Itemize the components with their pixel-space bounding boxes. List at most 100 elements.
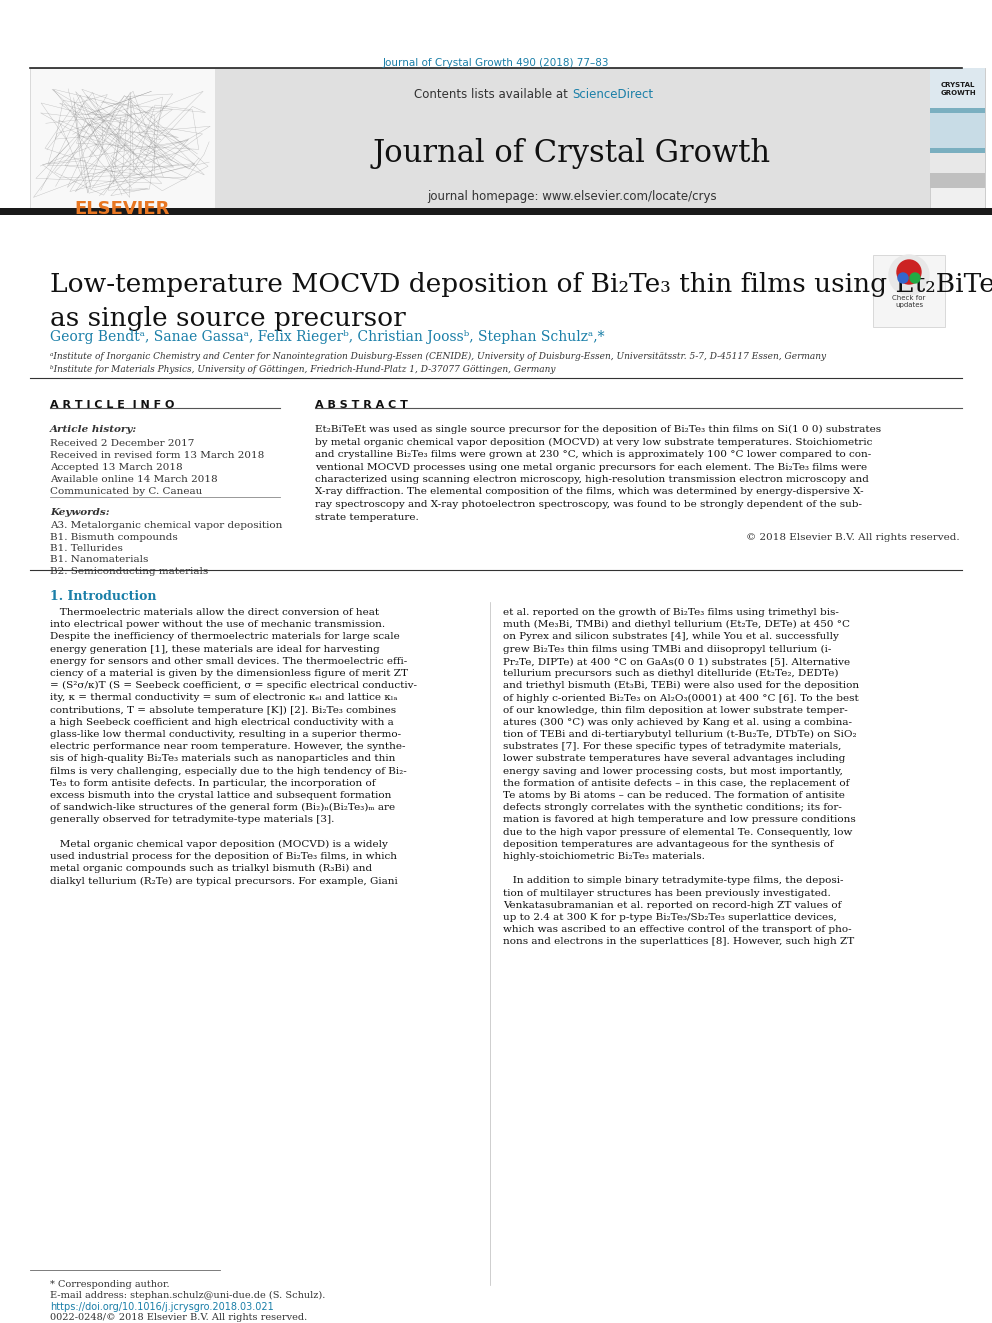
Bar	[930, 67, 985, 208]
Circle shape	[910, 273, 920, 283]
Text: B2. Semiconducting materials: B2. Semiconducting materials	[50, 568, 208, 576]
Text: nons and electrons in the superlattices [8]. However, such high ZT: nons and electrons in the superlattices …	[503, 938, 854, 946]
Text: ciency of a material is given by the dimensionless figure of merit ZT: ciency of a material is given by the dim…	[50, 669, 408, 677]
Text: Communicated by C. Caneau: Communicated by C. Caneau	[50, 487, 202, 496]
Text: energy for sensors and other small devices. The thermoelectric effi-: energy for sensors and other small devic…	[50, 656, 408, 665]
Text: Article history:: Article history:	[50, 425, 137, 434]
Text: electric performance near room temperature. However, the synthe-: electric performance near room temperatu…	[50, 742, 406, 751]
Text: Thermoelectric materials allow the direct conversion of heat: Thermoelectric materials allow the direc…	[50, 609, 379, 617]
Circle shape	[889, 255, 929, 295]
Text: tion of TEBi and di-tertiarybutyl tellurium (t-Bu₂Te, DTbTe) on SiO₂: tion of TEBi and di-tertiarybutyl tellur…	[503, 730, 857, 740]
Text: 1. Introduction: 1. Introduction	[50, 590, 157, 603]
Text: ray spectroscopy and X-ray photoelectron spectroscopy, was found to be strongly : ray spectroscopy and X-ray photoelectron…	[315, 500, 862, 509]
Text: B1. Tellurides: B1. Tellurides	[50, 544, 123, 553]
Text: ity, κ = thermal conductivity = sum of electronic κₑₗ and lattice κₗₐ: ity, κ = thermal conductivity = sum of e…	[50, 693, 398, 703]
Text: of highly c-oriented Bi₂Te₃ on Al₂O₃(0001) at 400 °C [6]. To the best: of highly c-oriented Bi₂Te₃ on Al₂O₃(000…	[503, 693, 859, 703]
Text: atures (300 °C) was only achieved by Kang et al. using a combina-: atures (300 °C) was only achieved by Kan…	[503, 718, 852, 726]
Text: sis of high-quality Bi₂Te₃ materials such as nanoparticles and thin: sis of high-quality Bi₂Te₃ materials suc…	[50, 754, 396, 763]
Bar	[930, 112, 985, 148]
Text: * Corresponding author.: * Corresponding author.	[50, 1279, 170, 1289]
Bar	[930, 153, 985, 173]
Text: metal organic compounds such as trialkyl bismuth (R₃Bi) and: metal organic compounds such as trialkyl…	[50, 864, 372, 873]
Text: muth (Me₃Bi, TMBi) and diethyl tellurium (Et₂Te, DETe) at 450 °C: muth (Me₃Bi, TMBi) and diethyl tellurium…	[503, 620, 850, 630]
Text: = (S²σ/κ)T (S = Seebeck coefficient, σ = specific electrical conductiv-: = (S²σ/κ)T (S = Seebeck coefficient, σ =…	[50, 681, 417, 691]
Text: grew Bi₂Te₃ thin films using TMBi and diisopropyl tellurium (i-: grew Bi₂Te₃ thin films using TMBi and di…	[503, 644, 831, 654]
Text: Accepted 13 March 2018: Accepted 13 March 2018	[50, 463, 183, 472]
Text: A B S T R A C T: A B S T R A C T	[315, 400, 408, 410]
Text: Low-temperature MOCVD deposition of Bi₂Te₃ thin films using Et₂BiTeEt: Low-temperature MOCVD deposition of Bi₂T…	[50, 273, 992, 296]
Text: Metal organic chemical vapor deposition (MOCVD) is a widely: Metal organic chemical vapor deposition …	[50, 840, 388, 849]
Text: films is very challenging, especially due to the high tendency of Bi₂-: films is very challenging, especially du…	[50, 766, 407, 775]
Text: ventional MOCVD processes using one metal organic precursors for each element. T: ventional MOCVD processes using one meta…	[315, 463, 867, 471]
Bar	[930, 148, 985, 153]
Bar	[930, 173, 985, 188]
Text: by metal organic chemical vapor deposition (MOCVD) at very low substrate tempera: by metal organic chemical vapor depositi…	[315, 438, 872, 447]
Text: up to 2.4 at 300 K for p-type Bi₂Te₃/Sb₂Te₃ superlattice devices,: up to 2.4 at 300 K for p-type Bi₂Te₃/Sb₂…	[503, 913, 836, 922]
Text: and triethyl bismuth (Et₃Bi, TEBi) were also used for the deposition: and triethyl bismuth (Et₃Bi, TEBi) were …	[503, 681, 859, 691]
Text: the formation of antisite defects – in this case, the replacement of: the formation of antisite defects – in t…	[503, 779, 849, 787]
Text: into electrical power without the use of mechanic transmission.: into electrical power without the use of…	[50, 620, 385, 630]
Text: Despite the inefficiency of thermoelectric materials for large scale: Despite the inefficiency of thermoelectr…	[50, 632, 400, 642]
Text: glass-like low thermal conductivity, resulting in a superior thermo-: glass-like low thermal conductivity, res…	[50, 730, 401, 740]
Text: GROWTH: GROWTH	[940, 90, 976, 97]
Text: dialkyl tellurium (R₂Te) are typical precursors. For example, Giani: dialkyl tellurium (R₂Te) are typical pre…	[50, 876, 398, 885]
Text: substrates [7]. For these specific types of tetradymite materials,: substrates [7]. For these specific types…	[503, 742, 841, 751]
Text: In addition to simple binary tetradymite-type films, the deposi-: In addition to simple binary tetradymite…	[503, 876, 843, 885]
Text: contributions, T = absolute temperature [K]) [2]. Bi₂Te₃ combines: contributions, T = absolute temperature …	[50, 705, 396, 714]
Text: deposition temperatures are advantageous for the synthesis of: deposition temperatures are advantageous…	[503, 840, 833, 849]
Text: tion of multilayer structures has been previously investigated.: tion of multilayer structures has been p…	[503, 889, 830, 897]
Text: A3. Metalorganic chemical vapor deposition: A3. Metalorganic chemical vapor depositi…	[50, 521, 283, 531]
Text: Contents lists available at: Contents lists available at	[415, 89, 572, 101]
Text: characterized using scanning electron microscopy, high-resolution transmission e: characterized using scanning electron mi…	[315, 475, 869, 484]
Text: a high Seebeck coefficient and high electrical conductivity with a: a high Seebeck coefficient and high elec…	[50, 718, 394, 726]
Text: Available online 14 March 2018: Available online 14 March 2018	[50, 475, 217, 484]
Text: E-mail address: stephan.schulz@uni-due.de (S. Schulz).: E-mail address: stephan.schulz@uni-due.d…	[50, 1291, 325, 1301]
Text: excess bismuth into the crystal lattice and subsequent formation: excess bismuth into the crystal lattice …	[50, 791, 392, 800]
Bar	[30, 67, 215, 208]
Text: et al. reported on the growth of Bi₂Te₃ films using trimethyl bis-: et al. reported on the growth of Bi₂Te₃ …	[503, 609, 839, 617]
Text: Received in revised form 13 March 2018: Received in revised form 13 March 2018	[50, 451, 264, 460]
Text: Keywords:: Keywords:	[50, 508, 110, 517]
Text: ELSEVIER: ELSEVIER	[74, 200, 170, 218]
Text: generally observed for tetradymite-type materials [3].: generally observed for tetradymite-type …	[50, 815, 334, 824]
Text: 0022-0248/© 2018 Elsevier B.V. All rights reserved.: 0022-0248/© 2018 Elsevier B.V. All right…	[50, 1312, 308, 1322]
Text: on Pyrex and silicon substrates [4], while You et al. successfully: on Pyrex and silicon substrates [4], whi…	[503, 632, 839, 642]
Text: Received 2 December 2017: Received 2 December 2017	[50, 439, 194, 448]
Text: © 2018 Elsevier B.V. All rights reserved.: © 2018 Elsevier B.V. All rights reserved…	[746, 533, 960, 542]
Bar	[873, 255, 945, 327]
Text: strate temperature.: strate temperature.	[315, 512, 419, 521]
Text: which was ascribed to an effective control of the transport of pho-: which was ascribed to an effective contr…	[503, 925, 851, 934]
Text: Journal of Crystal Growth: Journal of Crystal Growth	[373, 138, 771, 169]
Text: Georg Bendtᵃ, Sanae Gassaᵃ, Felix Riegerᵇ, Christian Joossᵇ, Stephan Schulzᵃ,*: Georg Bendtᵃ, Sanae Gassaᵃ, Felix Rieger…	[50, 329, 604, 344]
Text: Venkatasubramanian et al. reported on record-high ZT values of: Venkatasubramanian et al. reported on re…	[503, 901, 841, 910]
Text: B1. Nanomaterials: B1. Nanomaterials	[50, 556, 149, 565]
Bar	[0, 208, 992, 216]
Text: Journal of Crystal Growth 490 (2018) 77–83: Journal of Crystal Growth 490 (2018) 77–…	[383, 58, 609, 67]
Circle shape	[898, 273, 908, 283]
Text: energy saving and lower processing costs, but most importantly,: energy saving and lower processing costs…	[503, 766, 843, 775]
Text: lower substrate temperatures have several advantages including: lower substrate temperatures have severa…	[503, 754, 845, 763]
Text: highly-stoichiometric Bi₂Te₃ materials.: highly-stoichiometric Bi₂Te₃ materials.	[503, 852, 705, 861]
Text: CRYSTAL: CRYSTAL	[940, 82, 975, 89]
Text: Check for: Check for	[893, 295, 926, 302]
Text: A R T I C L E  I N F O: A R T I C L E I N F O	[50, 400, 175, 410]
Text: X-ray diffraction. The elemental composition of the films, which was determined : X-ray diffraction. The elemental composi…	[315, 487, 864, 496]
Text: ᵃInstitute of Inorganic Chemistry and Center for Nanointegration Duisburg-Essen : ᵃInstitute of Inorganic Chemistry and Ce…	[50, 352, 826, 361]
Text: mation is favored at high temperature and low pressure conditions: mation is favored at high temperature an…	[503, 815, 856, 824]
Text: ScienceDirect: ScienceDirect	[572, 89, 653, 101]
Circle shape	[897, 261, 921, 284]
Text: Et₂BiTeEt was used as single source precursor for the deposition of Bi₂Te₃ thin : Et₂BiTeEt was used as single source prec…	[315, 425, 881, 434]
Text: and crystalline Bi₂Te₃ films were grown at 230 °C, which is approximately 100 °C: and crystalline Bi₂Te₃ films were grown …	[315, 450, 871, 459]
Text: defects strongly correlates with the synthetic conditions; its for-: defects strongly correlates with the syn…	[503, 803, 842, 812]
Text: tellurium precursors such as diethyl ditelluride (Et₂Te₂, DEDTe): tellurium precursors such as diethyl dit…	[503, 669, 838, 679]
Text: of sandwich-like structures of the general form (Bi₂)ₙ(Bi₂Te₃)ₘ are: of sandwich-like structures of the gener…	[50, 803, 395, 812]
Text: Te atoms by Bi atoms – can be reduced. The formation of antisite: Te atoms by Bi atoms – can be reduced. T…	[503, 791, 845, 800]
Bar	[930, 108, 985, 112]
Bar	[215, 67, 930, 208]
Text: journal homepage: www.elsevier.com/locate/crys: journal homepage: www.elsevier.com/locat…	[428, 191, 717, 202]
Text: energy generation [1], these materials are ideal for harvesting: energy generation [1], these materials a…	[50, 644, 380, 654]
Text: ᵇInstitute for Materials Physics, University of Göttingen, Friedrich-Hund-Platz : ᵇInstitute for Materials Physics, Univer…	[50, 365, 556, 374]
Text: updates: updates	[895, 302, 924, 308]
Text: as single source precursor: as single source precursor	[50, 306, 406, 331]
Text: Pr₂Te, DIPTe) at 400 °C on GaAs(0 0 1) substrates [5]. Alternative: Pr₂Te, DIPTe) at 400 °C on GaAs(0 0 1) s…	[503, 656, 850, 665]
